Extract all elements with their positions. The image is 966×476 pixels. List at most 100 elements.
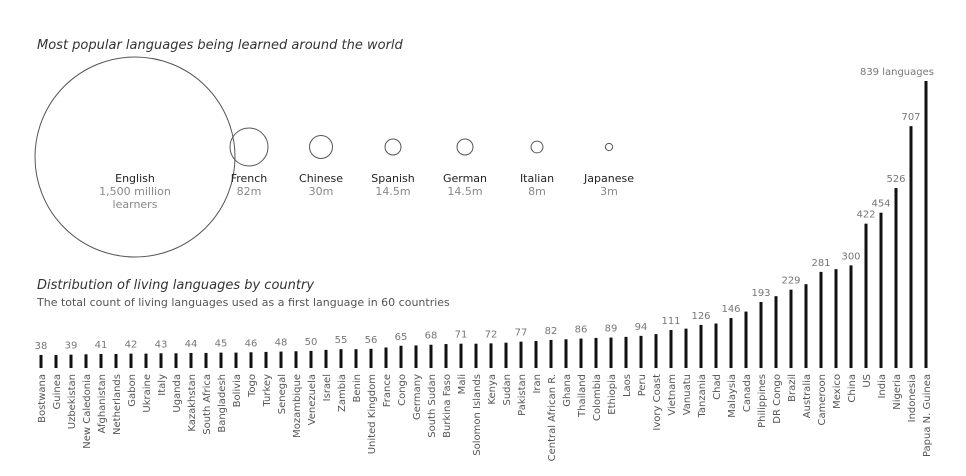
bubble-value-chinese: 30m	[309, 185, 334, 198]
category-label: Israel	[322, 374, 333, 401]
bar-value-label: 526	[886, 174, 905, 185]
bar-value-label: 41	[95, 340, 108, 351]
bar-tanzania	[699, 324, 703, 368]
bubble-label-french: French	[231, 172, 268, 185]
bar-uganda	[174, 353, 178, 368]
bar-benin	[354, 349, 358, 368]
bar-south-sudan	[429, 344, 433, 368]
bar-zambia	[339, 349, 343, 368]
bar-congo	[399, 345, 403, 368]
category-label: Thailand	[577, 374, 588, 418]
bubble-label-english: English	[115, 172, 155, 185]
category-label: Central African R.	[547, 374, 558, 461]
bar-laos	[624, 336, 628, 368]
bar-value-label: 45	[215, 339, 228, 350]
bar-value-label: 44	[185, 339, 198, 350]
bar-kazakhstan	[189, 352, 193, 368]
bar-value-label: 72	[485, 329, 498, 340]
bar-value-label: 89	[605, 324, 618, 335]
bar-pakistan	[519, 341, 523, 368]
category-label: Papua N. Guinea	[922, 374, 933, 457]
category-label: Congo	[397, 374, 408, 406]
bubble-italian	[530, 140, 544, 154]
bar-value-label: 111	[661, 316, 680, 327]
bar-peru	[639, 335, 643, 368]
bubble-spanish	[384, 138, 402, 156]
bar-germany	[414, 345, 418, 368]
bar-value-label: 300	[841, 251, 860, 262]
category-label: Ghana	[562, 374, 573, 407]
bar-bangladesh	[219, 352, 223, 368]
bar-value-label: 71	[455, 330, 468, 341]
category-label: Guinea	[52, 374, 63, 409]
bar-china	[849, 265, 853, 368]
category-label: Nigeria	[892, 374, 903, 410]
bar-value-label: 48	[275, 338, 288, 349]
bar-thailand	[579, 338, 583, 368]
bar-value-label: 39	[65, 341, 78, 352]
category-label: Solomon Islands	[472, 374, 483, 456]
category-label: Peru	[637, 374, 648, 396]
category-label: Vanuatu	[682, 374, 693, 415]
category-label: Mali	[457, 374, 468, 394]
bar-value-label: 42	[125, 340, 138, 351]
bar-burkina-faso	[444, 344, 448, 368]
bar-vietnam	[669, 330, 673, 368]
category-label: China	[847, 374, 858, 403]
bar-malaysia	[729, 318, 733, 368]
bar-chart-title: Distribution of living languages by coun…	[37, 278, 314, 293]
bar-value-label: 146	[721, 304, 740, 315]
bar-value-label: 38	[35, 341, 48, 352]
bar-venezuela	[309, 350, 313, 368]
category-label: Canada	[742, 374, 753, 412]
bubble-value-english: learners	[113, 198, 158, 211]
bar-value-label: 50	[305, 337, 318, 348]
bubble-label-chinese: Chinese	[299, 172, 343, 185]
category-label: US	[862, 374, 873, 388]
bar-gabon	[129, 353, 133, 368]
bubble-chinese	[309, 135, 333, 159]
bar-chad	[714, 323, 718, 368]
bubble-value-spanish: 14.5m	[375, 185, 410, 198]
bar-bolivia	[234, 352, 238, 368]
category-label: Benin	[352, 374, 363, 402]
category-label: Kenya	[487, 374, 498, 405]
bar-value-label: 55	[335, 335, 348, 346]
category-label: Laos	[622, 374, 633, 397]
bar-brazil	[789, 289, 793, 368]
bubble-label-spanish: Spanish	[371, 172, 414, 185]
bar-value-label: 94	[635, 322, 648, 333]
bar-value-label: 229	[781, 276, 800, 287]
bubble-chart-title: Most popular languages being learned aro…	[37, 38, 404, 53]
category-label: Burkina Faso	[442, 374, 453, 438]
category-label: Sudan	[502, 374, 513, 406]
bar-value-label: 839 languages	[860, 67, 934, 78]
bubble-japanese	[604, 142, 614, 152]
bar-sudan	[504, 342, 508, 368]
bubble-english	[34, 56, 236, 258]
category-label: Bostwana	[37, 374, 48, 423]
bar-south-africa	[204, 352, 208, 368]
bar-ethiopia	[609, 337, 613, 368]
bar-vanuatu	[684, 328, 688, 368]
bar-value-label: 56	[365, 335, 378, 346]
bubble-value-german: 14.5m	[447, 185, 482, 198]
bar-mali	[459, 343, 463, 368]
bar-value-label: 65	[395, 332, 408, 343]
category-label: Ivory Coast	[652, 374, 663, 431]
category-label: Ethiopia	[607, 374, 618, 415]
bar-value-label: 43	[155, 339, 168, 350]
category-label: South Africa	[202, 374, 213, 435]
bubble-label-japanese: Japanese	[583, 172, 634, 185]
bar-value-label: 281	[811, 258, 830, 269]
bar-uzbekistan	[69, 354, 73, 368]
bar-value-label: 454	[871, 199, 890, 210]
bar-group: 38 Bostwana Guinea 39 Uzbekistan New Caledoni…	[35, 67, 934, 461]
bubble-value-italian: 8m	[528, 185, 546, 198]
category-label: Colombia	[592, 374, 603, 421]
category-label: Mexico	[832, 374, 843, 409]
bar-value-label: 68	[425, 331, 438, 342]
bar-value-label: 126	[691, 311, 710, 322]
category-label: Indonesia	[907, 374, 918, 422]
category-label: Cameroon	[817, 374, 828, 425]
